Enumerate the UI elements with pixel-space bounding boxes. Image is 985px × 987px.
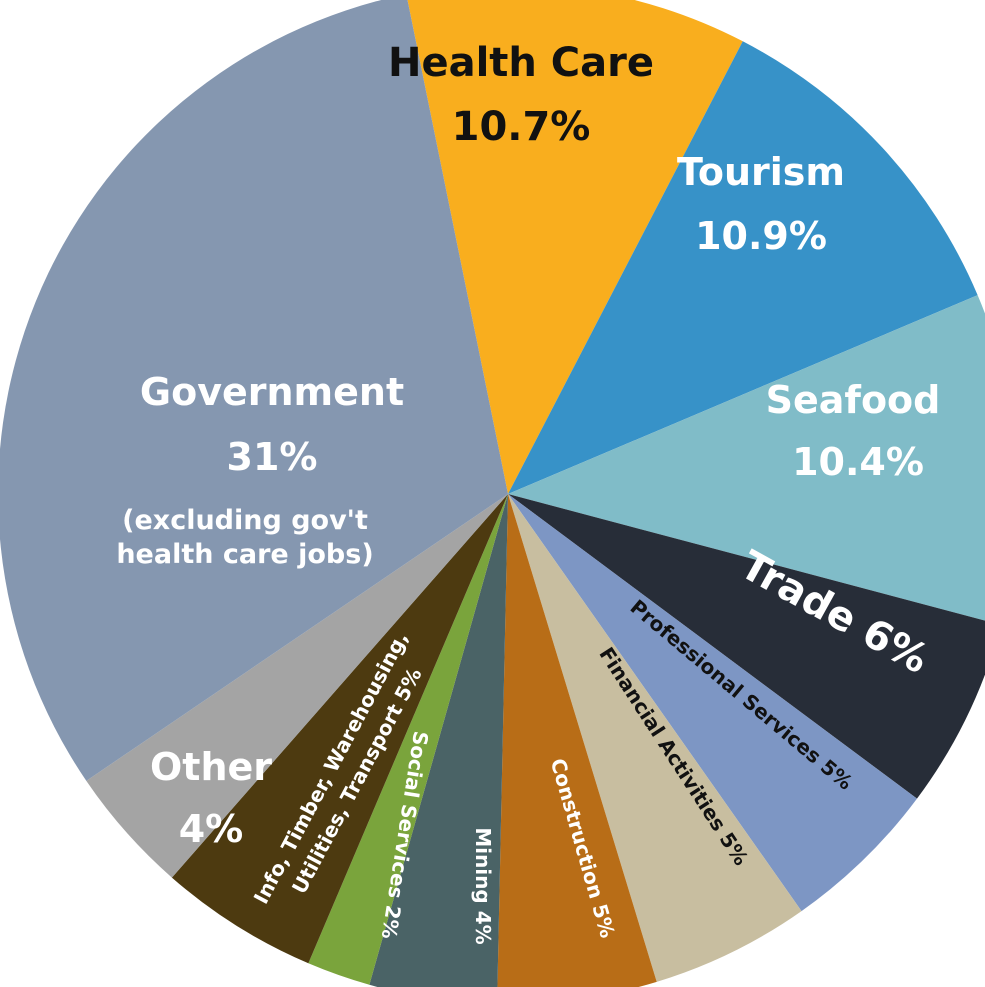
slice-value-tourism: 10.9% — [695, 214, 827, 258]
slice-info-timber-warehousing — [171, 494, 508, 964]
slice-value-health-care: 10.7% — [452, 104, 591, 150]
slice-label-health-care: Health Care — [388, 40, 654, 86]
slice-seafood — [508, 295, 985, 621]
slice-label-mining: Mining 4% — [471, 827, 495, 944]
slice-government — [0, 0, 508, 781]
slice-mining-4 — [369, 494, 508, 987]
slice-tourism — [508, 41, 978, 494]
slice-note-government-2: health care jobs) — [116, 539, 373, 570]
slice-social-services-2 — [308, 494, 508, 985]
slice-value-other: 4% — [179, 807, 244, 851]
slice-trade-6 — [508, 494, 985, 799]
slice-value-seafood: 10.4% — [792, 440, 924, 484]
slice-construction-5 — [497, 494, 657, 987]
slice-other — [86, 494, 508, 878]
slice-label-government: Government — [140, 370, 404, 414]
slice-note-government: (excluding gov't — [122, 505, 368, 536]
slice-financial-activities-5 — [508, 494, 802, 982]
slice-label-seafood: Seafood — [766, 378, 941, 422]
slice-professional-services-5 — [508, 494, 917, 912]
slice-value-government: 31% — [227, 435, 318, 479]
slice-label-other: Other — [150, 745, 272, 789]
slice-label-tourism: Tourism — [677, 150, 845, 194]
slice-health-care — [407, 0, 743, 494]
